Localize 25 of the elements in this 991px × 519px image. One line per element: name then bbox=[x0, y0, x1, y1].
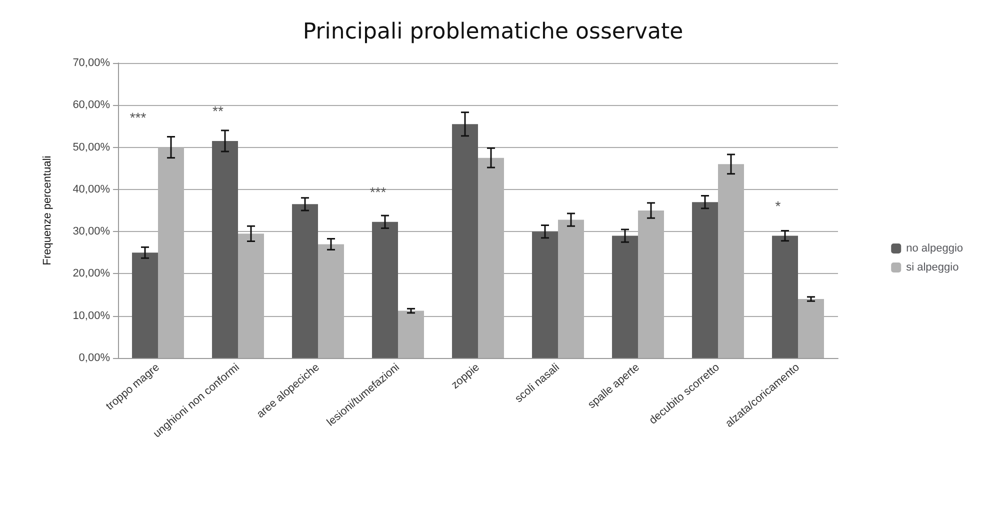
y-tick-label: 10,00% bbox=[72, 310, 110, 322]
legend-label: no alpeggio bbox=[906, 242, 964, 254]
legend-label: si alpeggio bbox=[906, 262, 959, 274]
bar bbox=[612, 236, 638, 358]
y-tick-label: 0,00% bbox=[78, 352, 110, 364]
annotation: ** bbox=[212, 102, 224, 119]
chart-title: Principali problematiche osservate bbox=[302, 20, 684, 44]
y-tick-label: 50,00% bbox=[72, 141, 110, 154]
annotation: *** bbox=[370, 184, 387, 200]
bar bbox=[452, 124, 478, 358]
y-axis-title: Frequenze percentuali bbox=[42, 156, 54, 266]
y-tick-label: 40,00% bbox=[72, 183, 110, 196]
bar bbox=[372, 222, 398, 358]
bar bbox=[132, 252, 158, 358]
bar bbox=[772, 236, 798, 358]
bar bbox=[692, 202, 718, 358]
annotation: * bbox=[775, 198, 782, 214]
bar bbox=[292, 204, 318, 358]
annotation: *** bbox=[130, 109, 147, 126]
y-tick-label: 60,00% bbox=[72, 99, 110, 112]
bar bbox=[212, 140, 238, 358]
bar bbox=[532, 232, 558, 358]
y-tick-label: 30,00% bbox=[72, 226, 110, 238]
y-tick-label: 20,00% bbox=[72, 268, 110, 280]
y-tick-label: 70,00% bbox=[72, 57, 110, 69]
